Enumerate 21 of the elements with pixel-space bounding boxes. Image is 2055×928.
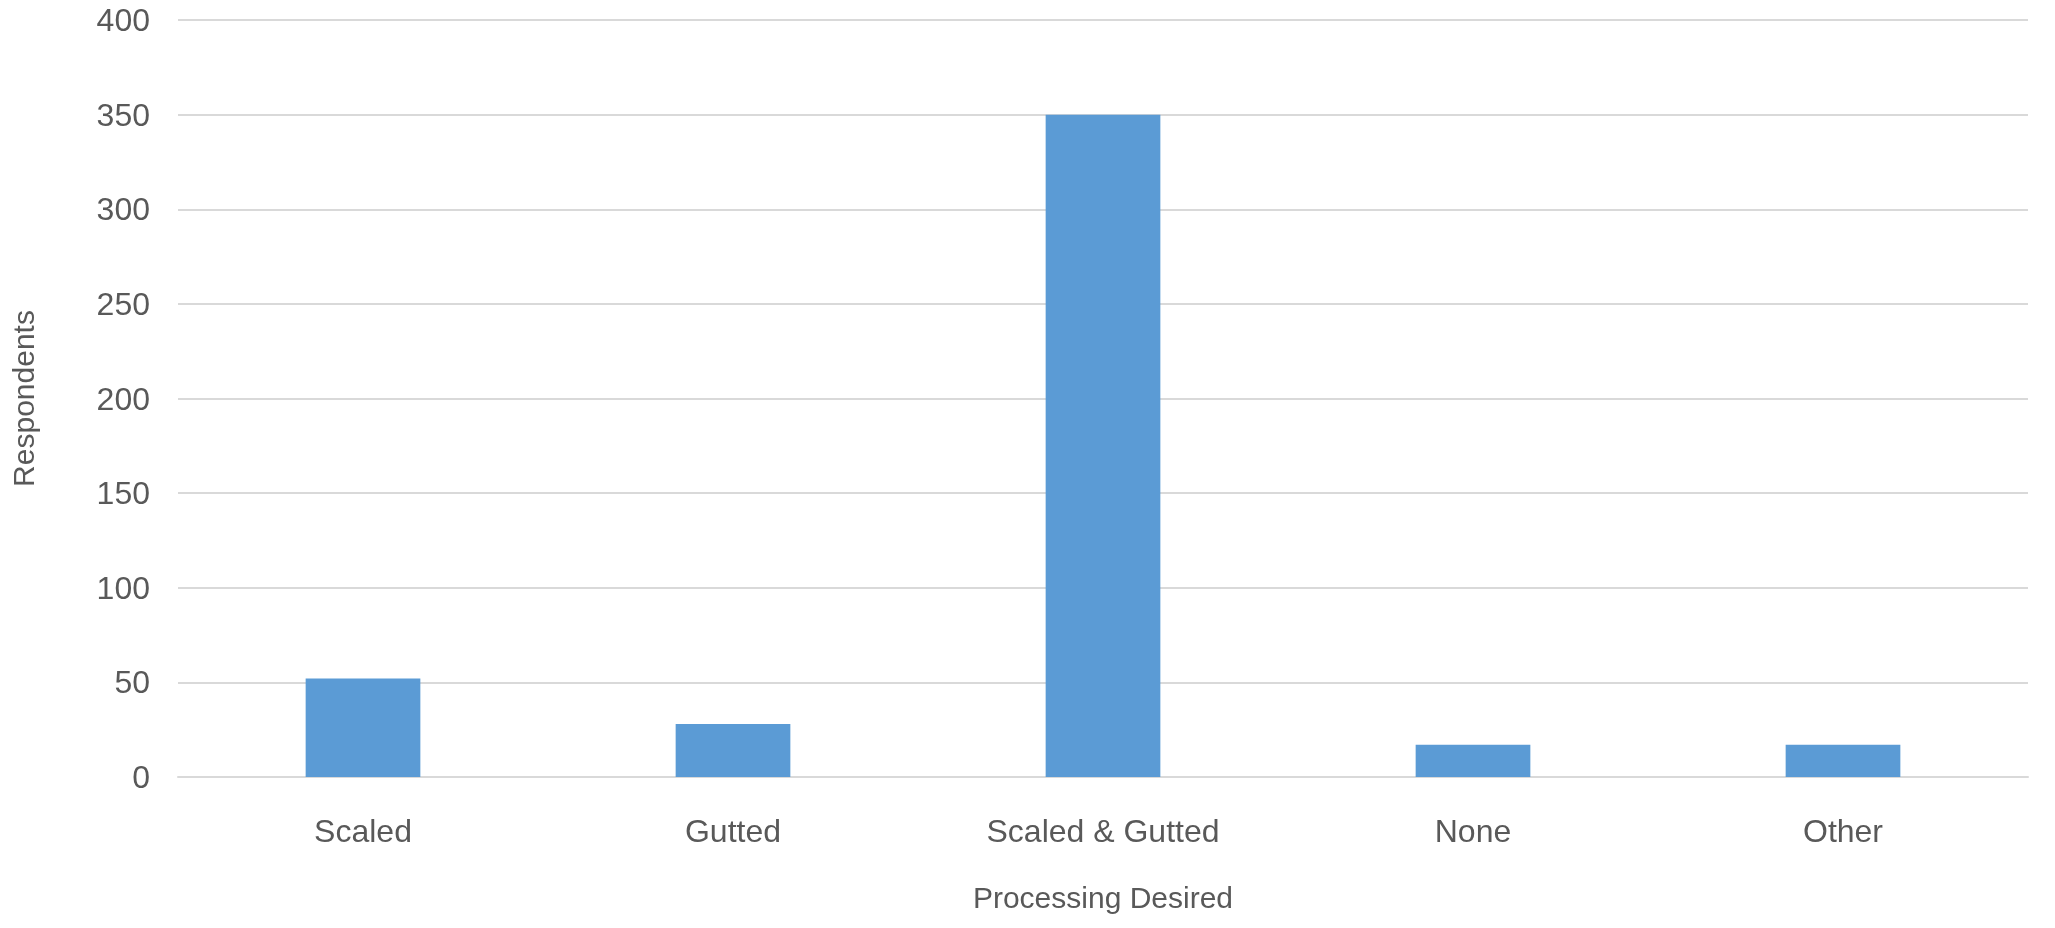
x-tick-label: Scaled — [314, 813, 412, 849]
y-tick-label: 150 — [96, 475, 150, 512]
x-axis-title: Processing Desired — [972, 880, 1234, 914]
y-tick-label: 100 — [96, 569, 150, 606]
y-tick-label: 50 — [114, 664, 150, 701]
x-tick-label: None — [1434, 813, 1512, 849]
y-tick-label: 300 — [96, 191, 150, 228]
y-tick-label: 350 — [96, 96, 150, 133]
y-tick-label: 250 — [96, 285, 150, 322]
y-tick-label: 400 — [96, 2, 150, 38]
x-tick-label: Other — [1802, 813, 1884, 849]
x-tick-label: Gutted — [684, 813, 782, 849]
bar — [305, 678, 421, 777]
y-tick-label: 200 — [96, 380, 150, 417]
y-axis-title: Respondents — [6, 310, 40, 487]
bar — [1785, 744, 1901, 777]
bar — [1045, 114, 1161, 777]
x-tick-label: Scaled & Gutted — [986, 813, 1220, 849]
y-tick-label: 0 — [132, 759, 150, 795]
bar — [1415, 744, 1531, 777]
bar — [675, 724, 791, 777]
